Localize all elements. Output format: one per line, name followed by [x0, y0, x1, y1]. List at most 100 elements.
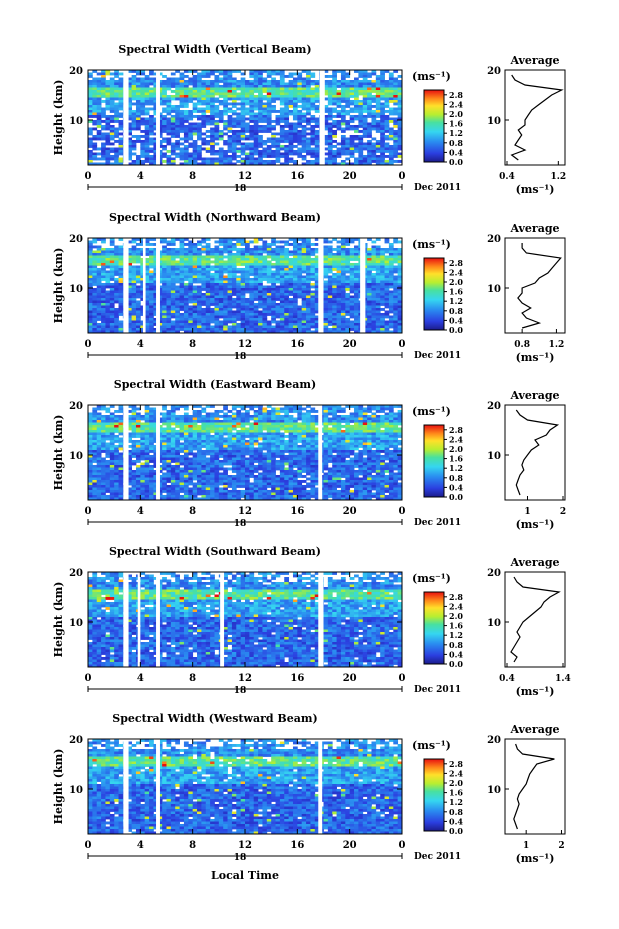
y-axis-label: Height (km) [52, 749, 65, 825]
colorbar-tick-label: 0.4 [449, 315, 463, 325]
colorbar-tick-label: 2.4 [449, 601, 463, 611]
x-tick-label: 20 [343, 339, 357, 350]
y-tick-label: 20 [69, 66, 83, 77]
x-tick-label: 4 [137, 506, 144, 517]
colorbar-tick-label: 0.8 [449, 640, 463, 650]
x-tick-label: 0 [399, 171, 406, 182]
x-tick-label: 8 [189, 339, 196, 350]
date-label: Dec 2011 [414, 852, 461, 862]
average-x-tick-label: 0.8 [514, 340, 530, 350]
heatmap-field [88, 739, 403, 835]
colorbar-tick-label: 2.8 [449, 592, 463, 602]
colorbar [423, 89, 445, 163]
colorbar-tick-label: 2.0 [449, 778, 463, 788]
data-gap [142, 238, 146, 333]
x-tick-label: 0 [399, 506, 406, 517]
x-tick-label: 8 [189, 171, 196, 182]
colorbar-tick-label: 0.0 [449, 492, 463, 502]
panel-2: Spectral Width (Northward Beam) 10 20 Heigh… [52, 211, 566, 364]
average-line [510, 74, 564, 161]
y-axis-label: Height (km) [52, 80, 65, 156]
panel-title: Spectral Width (Eastward Beam) [114, 378, 316, 391]
panel-5: Spectral Width (Westward Beam)1020Height… [52, 712, 566, 865]
x-tick-label: 20 [343, 171, 357, 182]
average-x-tick-label: 1 [524, 507, 530, 517]
day-label: 18 [234, 519, 247, 529]
panel-1: Spectral Width (Vertical Beam) 10 20 Height… [52, 43, 566, 196]
average-y-tick-label: 10 [487, 116, 501, 127]
data-gap [318, 238, 324, 333]
y-tick-label: 10 [69, 284, 83, 295]
data-gap [360, 238, 366, 333]
colorbar-tick-label: 2.4 [449, 768, 463, 778]
panel-title: Spectral Width (Westward Beam) [112, 712, 317, 725]
date-label: Dec 2011 [414, 685, 461, 695]
colorbar-tick-label: 1.6 [449, 788, 463, 798]
data-gap [318, 739, 323, 834]
panels-layer: Spectral Width (Vertical Beam)1020Height… [52, 43, 571, 865]
colorbar-tick-label: 1.2 [449, 128, 463, 138]
x-tick-label: 4 [137, 339, 144, 350]
x-tick-label: 4 [137, 673, 144, 684]
colorbar-tick-label: 0.0 [449, 659, 463, 669]
day-label: 18 [234, 184, 247, 194]
date-label: Dec 2011 [414, 518, 461, 528]
x-tick-label: 0 [399, 840, 406, 851]
x-tick-label: 0 [399, 339, 406, 350]
average-y-tick-label: 10 [487, 284, 501, 295]
x-tick-label: 12 [238, 171, 252, 182]
data-gap [156, 739, 160, 834]
average-frame [504, 404, 566, 501]
colorbar-tick-label: 0.0 [449, 325, 463, 335]
x-tick-label: 16 [290, 506, 304, 517]
colorbar-tick-label: 2.4 [449, 99, 463, 109]
y-axis-label: Height (km) [52, 248, 65, 324]
colorbar-unit: (ms⁻¹) [412, 405, 451, 418]
colorbar-tick-label: 0.4 [449, 482, 463, 492]
colorbar-tick-label: 2.0 [449, 109, 463, 119]
average-x-tick-label: 2 [558, 841, 564, 851]
colorbar-tick-label: 1.6 [449, 119, 463, 129]
heatmap-field [88, 572, 403, 668]
x-tick-label: 8 [189, 506, 196, 517]
data-gap [156, 572, 160, 667]
colorbar-unit: (ms⁻¹) [412, 572, 451, 585]
y-tick-label: 10 [69, 618, 83, 629]
colorbar-tick-label: 0.4 [449, 649, 463, 659]
x-tick-label: 0 [85, 673, 92, 684]
x-tick-label: 0 [85, 506, 92, 517]
panel-4: Spectral Width (Southward Beam) 10 20 Heigh… [52, 545, 571, 698]
average-title: Average [509, 389, 559, 402]
x-tick-label: 0 [399, 673, 406, 684]
colorbar [423, 758, 445, 832]
colorbar-tick-label: 1.2 [449, 463, 463, 473]
panel-title: Spectral Width (Northward Beam) [109, 211, 321, 224]
heatmap-field [88, 70, 403, 166]
y-tick-label: 10 [69, 451, 83, 462]
average-x-label: (ms⁻¹) [516, 518, 555, 531]
average-y-tick-label: 20 [487, 568, 501, 579]
x-tick-label: 4 [137, 840, 144, 851]
x-tick-label: 12 [238, 673, 252, 684]
x-tick-label: 0 [85, 171, 92, 182]
x-tick-label: 8 [189, 840, 196, 851]
colorbar-tick-label: 2.0 [449, 611, 463, 621]
colorbar-unit: (ms⁻¹) [412, 739, 451, 752]
x-tick-label: 0 [85, 339, 92, 350]
x-tick-label: 16 [290, 840, 304, 851]
colorbar-tick-label: 2.0 [449, 277, 463, 287]
x-tick-label: 12 [238, 506, 252, 517]
x-tick-label: 20 [343, 840, 357, 851]
colorbar-tick-label: 0.0 [449, 157, 463, 167]
data-gap [123, 70, 129, 165]
y-tick-label: 20 [69, 401, 83, 412]
x-tick-label: 4 [137, 171, 144, 182]
x-axis-label: Local Time [211, 869, 279, 882]
average-x-tick-label: 1.2 [549, 340, 565, 350]
y-tick-label: 10 [69, 116, 83, 127]
data-gap [318, 405, 323, 500]
average-x-label: (ms⁻¹) [516, 183, 555, 196]
average-y-tick-label: 20 [487, 234, 501, 245]
